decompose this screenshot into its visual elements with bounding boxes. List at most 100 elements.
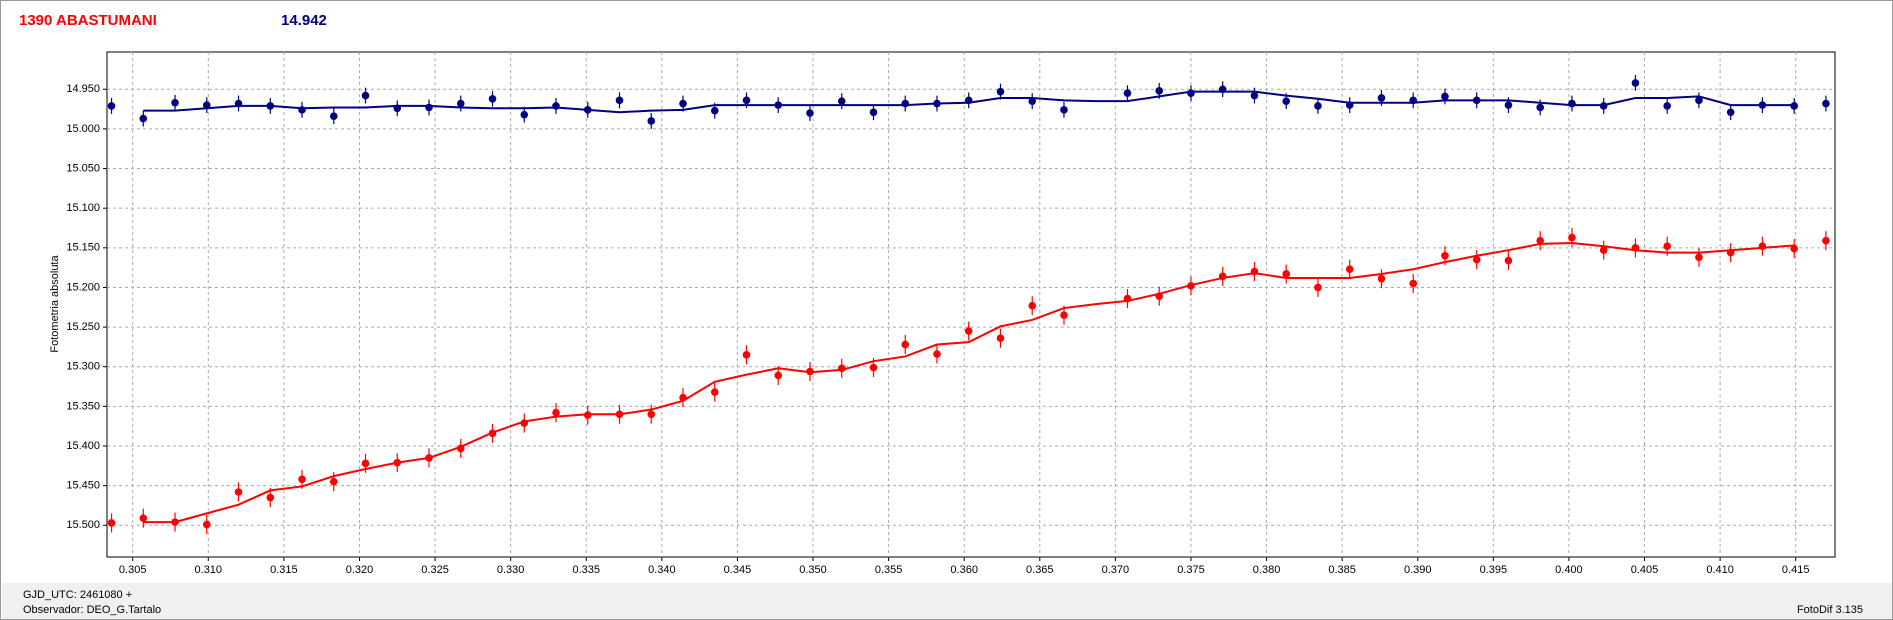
data-point: [361, 91, 370, 100]
y-tick-label: 15.150: [66, 242, 100, 254]
data-point: [869, 108, 878, 117]
data-point: [361, 459, 370, 468]
data-point: [1377, 274, 1386, 283]
data-point: [583, 106, 592, 114]
data-point: [1536, 103, 1544, 112]
x-tick-label: 0.330: [497, 564, 525, 576]
data-point: [806, 367, 814, 376]
y-tick-label: 15.500: [66, 519, 100, 531]
data-point: [329, 112, 338, 121]
x-tick-label: 0.355: [875, 564, 903, 576]
data-point: [520, 419, 529, 427]
data-point: [933, 99, 941, 108]
y-tick-label: 15.050: [66, 162, 100, 174]
data-point: [1028, 97, 1037, 105]
x-tick-label: 0.395: [1480, 564, 1508, 576]
data-point: [456, 99, 465, 108]
y-tick-label: 15.450: [66, 480, 100, 492]
chart-subtitle: 14.942: [281, 12, 327, 29]
data-point: [647, 117, 656, 125]
x-tick-label: 0.315: [270, 564, 298, 576]
plot-area: [106, 51, 1836, 558]
data-point: [1155, 292, 1164, 300]
y-tick-label: 15.350: [66, 400, 100, 412]
x-tick-label: 0.360: [950, 564, 978, 576]
data-point: [1504, 101, 1513, 109]
data-point: [139, 114, 148, 123]
data-point: [234, 99, 243, 108]
data-point: [1314, 102, 1322, 110]
data-point: [837, 97, 846, 105]
data-point: [647, 410, 656, 419]
data-point: [234, 488, 243, 496]
data-point: [1282, 97, 1291, 105]
data-point: [1187, 89, 1195, 98]
data-point: [1218, 272, 1227, 281]
data-point: [425, 103, 433, 112]
footer-software: FotoDif 3.135: [1797, 604, 1863, 616]
data-point: [996, 334, 1005, 342]
data-point: [552, 102, 560, 110]
data-point: [1409, 96, 1418, 105]
x-tick-label: 0.385: [1328, 564, 1356, 576]
data-point: [1790, 102, 1798, 110]
y-tick-label: 14.950: [66, 83, 100, 95]
x-tick-label: 0.380: [1253, 564, 1281, 576]
data-point: [1123, 89, 1132, 98]
data-point: [1758, 101, 1767, 109]
data-point: [1282, 270, 1291, 278]
y-tick-label: 15.300: [66, 361, 100, 373]
data-point: [520, 110, 529, 119]
data-point: [1695, 253, 1703, 262]
data-point: [1314, 283, 1322, 292]
data-point: [1345, 101, 1354, 109]
data-point: [774, 371, 783, 380]
data-point: [1599, 246, 1608, 254]
x-tick-label: 0.400: [1555, 564, 1583, 576]
x-tick-label: 0.340: [648, 564, 676, 576]
data-point: [1441, 92, 1449, 101]
data-point: [1155, 87, 1164, 95]
data-point: [171, 98, 179, 107]
data-point: [139, 514, 148, 522]
data-point: [425, 454, 433, 462]
data-point: [710, 388, 719, 396]
data-point: [1631, 244, 1640, 252]
y-tick-label: 15.400: [66, 440, 100, 452]
y-tick-label: 15.000: [66, 123, 100, 135]
data-point: [869, 363, 878, 372]
x-tick-label: 0.325: [421, 564, 449, 576]
data-point: [456, 444, 465, 453]
data-point: [1599, 102, 1608, 110]
data-point: [1631, 79, 1640, 87]
data-point: [1822, 99, 1830, 108]
y-tick-label: 15.100: [66, 202, 100, 214]
data-point: [171, 518, 179, 526]
data-point: [1218, 85, 1227, 94]
data-point: [1409, 279, 1418, 288]
x-tick-label: 0.405: [1631, 564, 1659, 576]
data-point: [1663, 242, 1671, 251]
data-point: [1028, 301, 1037, 310]
data-point: [679, 99, 687, 108]
data-point: [298, 106, 306, 114]
data-point: [1695, 96, 1703, 105]
y-tick-label: 15.250: [66, 321, 100, 333]
data-point: [679, 393, 687, 402]
x-tick-label: 0.370: [1102, 564, 1130, 576]
x-tick-label: 0.410: [1706, 564, 1734, 576]
data-point: [266, 102, 275, 110]
data-point: [964, 327, 973, 335]
x-tick-label: 0.365: [1026, 564, 1054, 576]
data-point: [1345, 265, 1354, 274]
data-point: [552, 408, 560, 417]
x-tick-label: 0.375: [1177, 564, 1205, 576]
data-point: [806, 109, 814, 117]
data-point: [107, 519, 116, 527]
x-tick-label: 0.305: [119, 564, 147, 576]
data-point: [1441, 251, 1449, 260]
data-point: [107, 102, 116, 110]
data-point: [583, 411, 592, 419]
x-tick-label: 0.335: [572, 564, 600, 576]
